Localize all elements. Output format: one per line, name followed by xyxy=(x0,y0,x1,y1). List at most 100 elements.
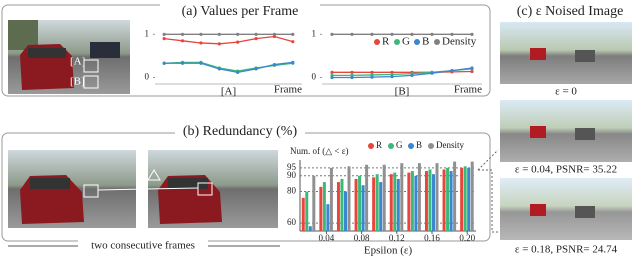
point xyxy=(330,70,334,74)
bar xyxy=(467,167,471,231)
legend-label: G xyxy=(396,140,403,150)
bar xyxy=(432,174,435,231)
point xyxy=(410,73,414,77)
bar xyxy=(305,191,309,231)
point xyxy=(236,40,240,44)
bar xyxy=(340,178,344,231)
bar xyxy=(336,182,340,231)
x-tick-label: 0.08 xyxy=(354,233,370,243)
noised-photo xyxy=(500,178,632,240)
street-photo xyxy=(8,150,136,228)
bar xyxy=(322,182,326,231)
legend-label: Density xyxy=(436,140,464,150)
y-tick-label: 0 xyxy=(145,72,150,82)
bar xyxy=(389,174,393,231)
point xyxy=(350,32,354,36)
bar xyxy=(442,169,446,231)
x-axis-label: Epsilon (ε) xyxy=(364,245,413,257)
point xyxy=(470,32,474,36)
legend-label: Density xyxy=(442,36,477,48)
point xyxy=(370,75,374,79)
point xyxy=(470,66,474,70)
point xyxy=(291,32,295,36)
bar xyxy=(396,178,400,231)
chart-label: [A] xyxy=(221,86,236,98)
image-caption: ε = 0.04, PSNR= 35.22 xyxy=(515,164,617,176)
point xyxy=(254,37,258,41)
point xyxy=(430,32,434,36)
y-tick-label: 90 xyxy=(287,170,297,180)
bar xyxy=(449,171,453,231)
x-tick-label: 0.16 xyxy=(424,233,440,243)
y-axis-label: Num. of (△ < ε) xyxy=(290,146,349,156)
legend-marker xyxy=(394,39,400,45)
bar xyxy=(347,166,351,231)
point xyxy=(330,32,334,36)
series-line xyxy=(332,67,473,79)
bar xyxy=(453,161,457,231)
bar xyxy=(344,191,347,231)
series-line xyxy=(164,35,293,45)
y-tick-label: 1 xyxy=(145,28,150,38)
image-caption: ε = 0 xyxy=(555,86,577,98)
bar xyxy=(417,163,421,231)
point xyxy=(350,75,354,80)
legend-marker xyxy=(388,143,394,149)
caption: two consecutive frames xyxy=(91,240,195,252)
point xyxy=(291,60,295,64)
point xyxy=(450,69,454,73)
noised-photo xyxy=(500,100,632,162)
point xyxy=(162,61,166,65)
point xyxy=(180,39,185,43)
legend-marker xyxy=(374,39,380,45)
legend-label: R xyxy=(382,36,390,48)
bar xyxy=(470,161,474,231)
point xyxy=(199,32,203,36)
point xyxy=(350,70,354,74)
x-axis-label: Frame xyxy=(454,84,482,96)
title-bg xyxy=(175,124,305,140)
point xyxy=(162,32,166,36)
legend-marker xyxy=(408,143,414,149)
bar xyxy=(308,226,312,231)
legend-label: B xyxy=(422,36,429,48)
bar xyxy=(382,164,386,231)
bar xyxy=(319,186,323,231)
arrow xyxy=(477,149,499,171)
bar xyxy=(379,182,383,231)
point xyxy=(330,75,334,80)
point xyxy=(390,75,394,79)
bar xyxy=(361,185,365,231)
point xyxy=(370,70,374,74)
point xyxy=(272,32,277,36)
caption-bg xyxy=(78,239,208,253)
chart-label: [B] xyxy=(395,86,410,98)
point xyxy=(410,32,414,36)
point xyxy=(450,32,454,36)
bar xyxy=(354,178,358,231)
point xyxy=(254,67,258,71)
series-line xyxy=(332,70,473,73)
title-bg xyxy=(160,4,320,20)
bar xyxy=(463,166,467,231)
y-tick-label: 0 xyxy=(312,72,317,82)
photo-label: [A] xyxy=(70,56,85,68)
bar xyxy=(407,172,411,231)
bar xyxy=(312,175,316,231)
bar xyxy=(393,172,397,231)
bar xyxy=(358,175,362,231)
panel-title: (a) Values per Frame xyxy=(182,4,299,19)
x-tick-label: 0.04 xyxy=(319,233,335,243)
photo-label: [B] xyxy=(70,76,85,88)
bar xyxy=(301,197,305,231)
point xyxy=(272,62,277,67)
point xyxy=(236,32,240,36)
street-photo xyxy=(8,20,130,94)
point xyxy=(199,61,203,65)
bar xyxy=(365,164,369,231)
point xyxy=(236,70,240,74)
point xyxy=(291,40,295,44)
point xyxy=(162,37,166,41)
y-tick-label: 80 xyxy=(287,186,297,196)
